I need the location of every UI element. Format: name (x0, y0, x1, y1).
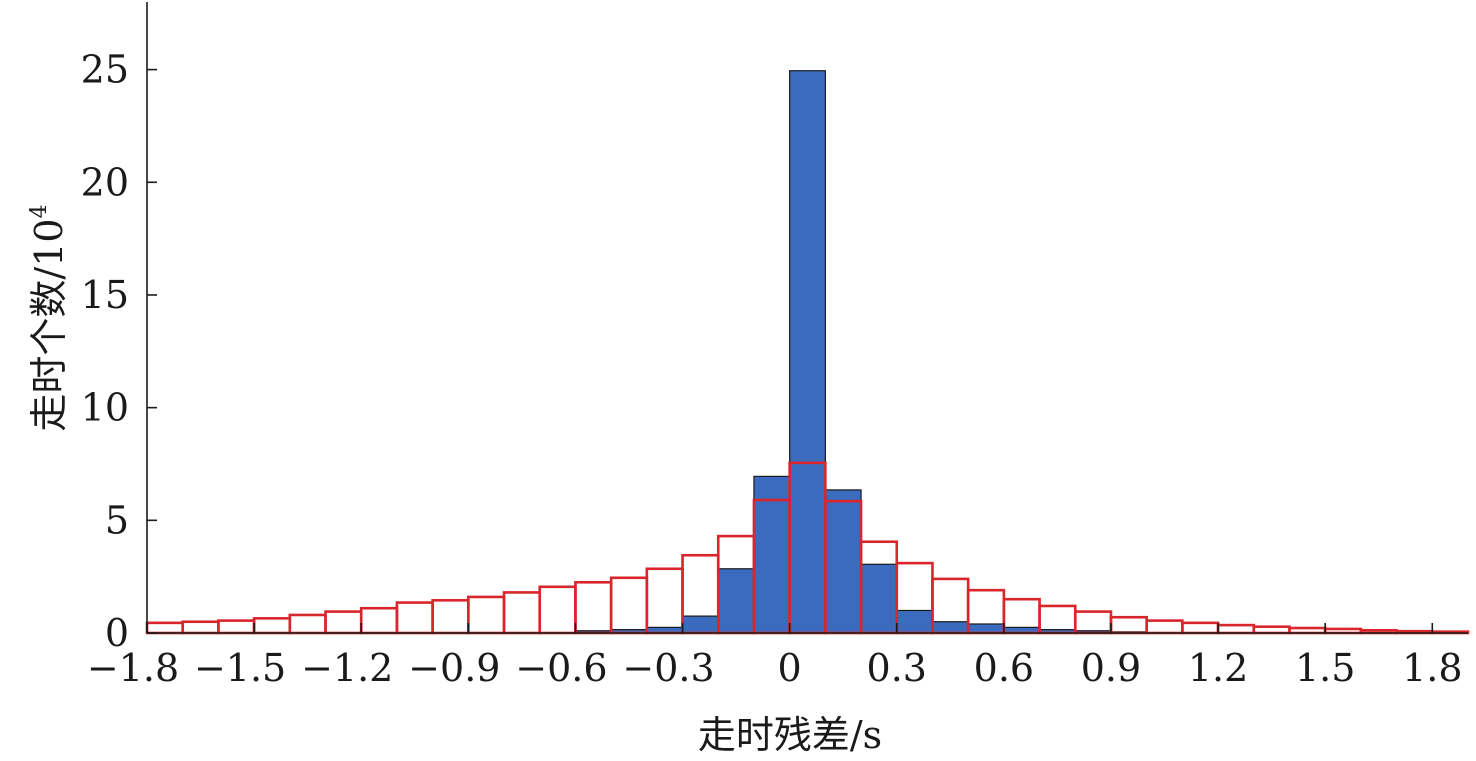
x-tick-label: −0.9 (408, 646, 500, 690)
x-tick-label: 1.8 (1402, 646, 1462, 690)
outline-bar (502, 591, 542, 635)
y-tick-label: 10 (81, 386, 129, 430)
outline-bar (538, 585, 577, 635)
outline-bar (359, 606, 399, 635)
y-tick-label: 25 (81, 48, 129, 92)
x-axis-title: 走时残差/s (698, 713, 882, 757)
x-tick-label: −1.5 (194, 646, 286, 690)
y-axis-title: 走时个数/104 (27, 204, 71, 431)
x-tick-label: −1.2 (301, 646, 393, 690)
filled-bar (681, 615, 719, 634)
outline-bar (1109, 615, 1148, 635)
outline-bar (288, 613, 327, 635)
filled-bar (967, 623, 1005, 634)
x-tick-label: 1.5 (1295, 646, 1355, 690)
x-tick-label: 0 (778, 646, 802, 690)
x-tick-label: −0.3 (622, 646, 714, 690)
filled-bar (896, 609, 934, 634)
x-tick-label: −1.8 (87, 646, 179, 690)
outline-bar (1073, 610, 1113, 635)
x-tick-label: 0.9 (1081, 646, 1141, 690)
outline-bar (1181, 621, 1220, 635)
y-tick-label: 0 (105, 611, 129, 655)
outline-bar (1252, 625, 1291, 635)
y-axis-title-exponent: 4 (27, 204, 52, 218)
outline-bar (324, 610, 363, 635)
outline-bar (252, 617, 292, 635)
outline-bar (1038, 604, 1077, 635)
outline-bar (181, 620, 220, 635)
tick-labels: 0 5 10 15 20 25 −1.8 −1.5 −1.2 −0.9 −0.6 −0.3 0 0.3 0.… (81, 48, 1463, 690)
outline-bar (145, 621, 185, 635)
filled-bar (931, 621, 969, 634)
filled-bar (717, 568, 755, 634)
filled-bar (860, 563, 898, 634)
x-tick-label: 0.6 (974, 646, 1034, 690)
axes (146, 2, 1468, 634)
outline-bar (467, 595, 506, 635)
filled-series (574, 70, 1148, 634)
y-tick-label: 5 (105, 498, 129, 542)
outline-bar (645, 567, 684, 635)
outline-bar (1216, 623, 1256, 635)
outline-bar (574, 580, 613, 635)
outline-bar (395, 601, 434, 635)
outline-bar (1145, 619, 1184, 635)
y-tick-label: 15 (81, 273, 129, 317)
x-tick-label: −0.6 (515, 646, 607, 690)
y-axis-title-main: 走时个数/10 (27, 218, 71, 431)
outline-bar (431, 599, 470, 635)
filled-bar (824, 489, 862, 634)
x-tick-label: 1.2 (1188, 646, 1248, 690)
outline-bar (609, 576, 649, 635)
x-tick-label: 0.3 (867, 646, 927, 690)
outline-bar (217, 619, 256, 635)
filled-bar (789, 70, 826, 634)
y-tick-label: 20 (81, 160, 129, 204)
